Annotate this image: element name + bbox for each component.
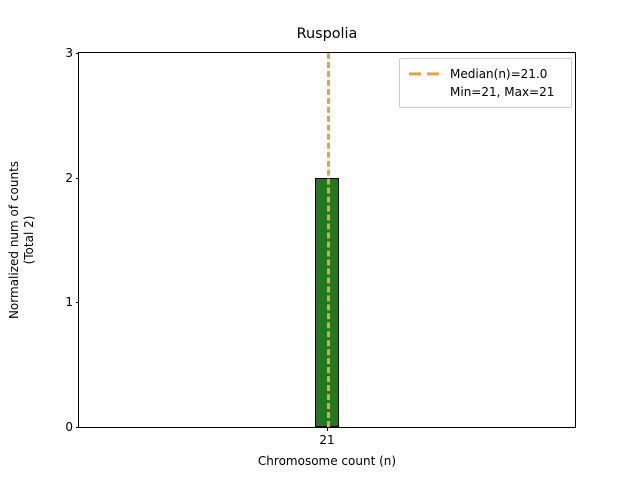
y-tick-label-3: 3 — [65, 46, 73, 60]
median-line — [327, 53, 330, 427]
y-tick-label-0: 0 — [65, 420, 73, 434]
y-axis-label-line2: (Total 2) — [22, 215, 36, 265]
plot-area: 0 1 2 3 21 Median(n)=21.0 Min=21, Max=21 — [65, 47, 576, 447]
chart-title: Ruspolia — [296, 26, 358, 42]
y-axis-label-line1: Normalized num of counts — [7, 160, 21, 320]
legend-dashed-line-icon — [407, 67, 443, 81]
y-tick-mark-0 — [75, 427, 79, 428]
plot-inner — [79, 53, 575, 427]
x-axis-label: Chromosome count (n) — [257, 454, 397, 468]
bar-21[interactable] — [314, 177, 340, 427]
y-tick-label-1: 1 — [65, 295, 73, 310]
legend-label-median: Median(n)=21.0 — [450, 66, 548, 81]
legend-entry-median: Median(n)=21.0 — [407, 65, 564, 83]
y-axis-label-container: Normalized num of counts (Total 2) — [0, 52, 44, 428]
legend-entry-minmax: Min=21, Max=21 — [407, 83, 564, 101]
y-tick-mark-2 — [75, 177, 79, 179]
y-tick-label-2: 2 — [65, 170, 73, 185]
x-tick-label-21: 21 — [319, 433, 335, 447]
y-tick-mark-1 — [75, 302, 79, 304]
legend-label-minmax: Min=21, Max=21 — [450, 84, 555, 99]
legend[interactable]: Median(n)=21.0 Min=21, Max=21 — [399, 58, 572, 108]
x-tick-mark-21 — [327, 427, 328, 431]
y-axis-label: Normalized num of counts (Total 2) — [7, 161, 37, 319]
y-tick-mark-3 — [75, 53, 79, 54]
